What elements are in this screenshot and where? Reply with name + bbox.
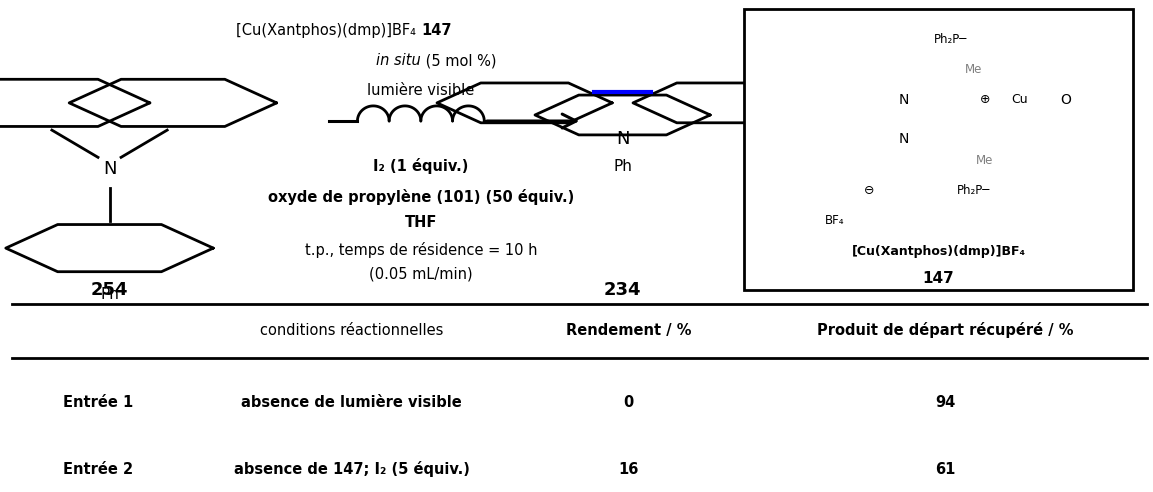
Text: 0: 0	[624, 396, 633, 410]
Text: Entrée 1: Entrée 1	[63, 396, 134, 410]
Text: Rendement / %: Rendement / %	[566, 323, 691, 338]
Text: N: N	[616, 130, 630, 149]
Text: Ph: Ph	[613, 159, 632, 174]
Text: absence de 147; I₂ (5 équiv.): absence de 147; I₂ (5 équiv.)	[234, 461, 469, 477]
Text: Ph₂P─: Ph₂P─	[934, 33, 966, 46]
Text: THF: THF	[405, 215, 437, 230]
Text: Ph: Ph	[100, 287, 119, 303]
Text: [Cu(Xantphos)(dmp)]BF₄: [Cu(Xantphos)(dmp)]BF₄	[236, 23, 421, 38]
Text: (0.05 mL/min): (0.05 mL/min)	[369, 266, 473, 281]
Text: lumière visible: lumière visible	[367, 83, 475, 98]
Text: N: N	[103, 160, 116, 179]
Text: Cu: Cu	[1011, 93, 1027, 106]
Text: t.p., temps de résidence = 10 h: t.p., temps de résidence = 10 h	[304, 242, 537, 258]
Text: ⊖: ⊖	[864, 184, 875, 197]
Text: 147: 147	[421, 23, 451, 38]
Text: 61: 61	[935, 462, 956, 477]
Text: absence de lumière visible: absence de lumière visible	[241, 396, 462, 410]
Text: ⊕: ⊕	[979, 93, 990, 106]
Text: BF₄: BF₄	[826, 215, 844, 227]
Text: 147: 147	[922, 271, 955, 286]
Text: Me: Me	[964, 63, 982, 76]
Text: 16: 16	[618, 462, 639, 477]
Text: in situ: in situ	[376, 53, 421, 68]
Text: [Cu(Xantphos)(dmp)]BF₄: [Cu(Xantphos)(dmp)]BF₄	[852, 245, 1025, 258]
Text: 234: 234	[604, 281, 641, 300]
Text: I₂ (1 équiv.): I₂ (1 équiv.)	[374, 158, 468, 175]
Text: oxyde de propylène (101) (50 équiv.): oxyde de propylène (101) (50 équiv.)	[267, 188, 574, 205]
Bar	[744, 9, 1133, 290]
Text: conditions réactionnelles: conditions réactionnelles	[259, 323, 444, 338]
Text: 94: 94	[935, 396, 956, 410]
Text: Ph₂P─: Ph₂P─	[957, 184, 989, 197]
Text: Entrée 2: Entrée 2	[63, 462, 134, 477]
Text: Me: Me	[975, 154, 994, 167]
Text: (5 mol %): (5 mol %)	[421, 53, 496, 68]
Text: N: N	[899, 93, 909, 107]
Text: O: O	[1060, 93, 1071, 107]
Text: Produit de départ récupéré / %: Produit de départ récupéré / %	[817, 322, 1073, 338]
Text: N: N	[899, 132, 909, 146]
Text: 254: 254	[91, 281, 128, 300]
